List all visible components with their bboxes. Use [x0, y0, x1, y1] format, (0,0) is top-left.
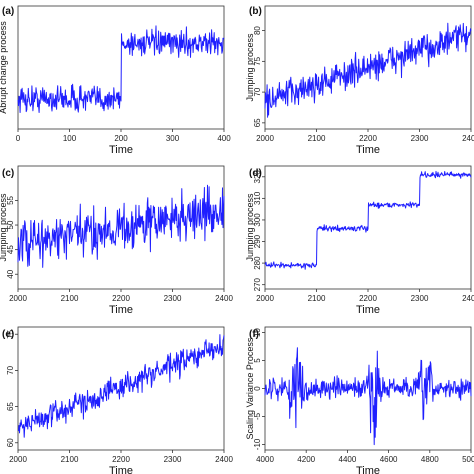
y-axis-label: Abrupt change process — [0, 21, 8, 114]
y-tick-label: 80 — [253, 26, 262, 35]
y-axis-label: Jumping process — [245, 33, 255, 102]
y-tick-label: 60 — [6, 438, 15, 447]
x-tick-label: 0 — [16, 134, 21, 143]
y-tick-label: 75 — [253, 56, 262, 65]
x-tick-label: 2400 — [462, 134, 474, 143]
x-tick-label: 2000 — [256, 294, 274, 303]
x-tick-label: 2200 — [112, 294, 130, 303]
x-tick-label: 2400 — [462, 294, 474, 303]
x-axis-label: Time — [109, 304, 133, 316]
y-tick-label: 5 — [253, 358, 262, 363]
x-tick-label: 2200 — [359, 134, 377, 143]
y-tick-label: 320 — [253, 170, 262, 184]
x-axis-label: Time — [356, 304, 380, 316]
x-tick-label: 2400 — [215, 294, 233, 303]
y-tick-label: 65 — [253, 118, 262, 127]
panel-label: (e) — [2, 329, 14, 340]
x-tick-label: 2100 — [61, 294, 79, 303]
x-tick-label: 300 — [166, 134, 180, 143]
y-tick-label: 70 — [6, 365, 15, 374]
x-axis-label: Time — [109, 465, 133, 474]
chart-panel-2: 2000 2100 2200 2300 2400 65 70 75 80 Time Jumping … — [245, 5, 474, 156]
series-line — [17, 334, 225, 438]
y-axis-label: Jumping process — [245, 193, 255, 262]
y-axis-label: Jumping process — [0, 193, 8, 262]
y-tick-label: 65 — [6, 402, 15, 411]
y-tick-label: 70 — [253, 87, 262, 96]
series-line — [17, 184, 225, 268]
x-tick-label: 2400 — [215, 455, 233, 464]
x-tick-label: 2200 — [112, 455, 130, 464]
x-tick-label: 2200 — [359, 294, 377, 303]
y-tick-label: 50 — [6, 220, 15, 229]
x-tick-label: 2000 — [9, 294, 27, 303]
y-tick-label: 40 — [6, 269, 15, 278]
chart-panel-1: 0 100 200 300 400 Time Abrupt change process (a… — [0, 5, 231, 156]
x-tick-label: 2300 — [164, 294, 182, 303]
series-line — [264, 347, 472, 446]
series-line — [17, 25, 225, 113]
x-tick-label: 4400 — [339, 455, 357, 464]
x-tick-label: 2000 — [9, 455, 27, 464]
y-tick-label: 310 — [253, 191, 262, 205]
y-tick-label: 290 — [253, 234, 262, 248]
x-tick-label: 2300 — [164, 455, 182, 464]
x-axis-label: Time — [356, 465, 380, 474]
y-tick-label: 300 — [253, 213, 262, 227]
x-tick-label: 100 — [63, 134, 77, 143]
x-tick-label: 2100 — [61, 455, 79, 464]
series-line — [264, 22, 472, 118]
panel-label: (f) — [249, 329, 259, 340]
panel-label: (b) — [249, 6, 262, 17]
chart-panel-4: 2000 2100 2200 2300 2400 270 280 290 300 310 320 Ti… — [245, 165, 474, 316]
x-tick-label: 5000 — [462, 455, 474, 464]
panel-label: (d) — [249, 168, 262, 179]
chart-panel-3: 2000 2100 2200 2300 2400 40 45 50 55 Time Jumping … — [0, 165, 233, 316]
y-tick-label: 75 — [6, 329, 15, 338]
x-tick-label: 4000 — [256, 455, 274, 464]
x-tick-label: 4200 — [297, 455, 315, 464]
x-tick-label: 2100 — [308, 134, 326, 143]
y-tick-label: 0 — [253, 386, 262, 391]
x-tick-label: 200 — [114, 134, 128, 143]
panel-label: (c) — [2, 168, 14, 179]
x-tick-label: 2300 — [411, 294, 429, 303]
y-tick-label: -5 — [253, 412, 262, 420]
y-tick-label: 45 — [6, 245, 15, 254]
y-tick-label: 270 — [253, 277, 262, 291]
x-tick-label: 2300 — [411, 134, 429, 143]
x-axis-label: Time — [109, 144, 133, 156]
x-tick-label: 400 — [217, 134, 231, 143]
y-tick-label: -10 — [253, 438, 262, 450]
x-tick-label: 4800 — [421, 455, 439, 464]
x-tick-label: 2100 — [308, 294, 326, 303]
y-tick-label: 280 — [253, 256, 262, 270]
panel-label: (a) — [2, 6, 14, 17]
series-line — [264, 170, 472, 270]
x-tick-label: 4600 — [380, 455, 398, 464]
chart-panel-6: 4000 4200 4400 4600 4800 5000 -10 -5 0 5 10 Time Sca… — [245, 326, 474, 474]
x-axis-label: Time — [356, 144, 380, 156]
y-tick-label: 10 — [253, 328, 262, 337]
y-axis-label: Scaling Variance Process — [245, 337, 255, 439]
y-tick-label: 55 — [6, 195, 15, 204]
chart-panel-5: 2000 2100 2200 2300 2400 60 65 70 75 Time (e) — [2, 326, 233, 474]
x-tick-label: 2000 — [256, 134, 274, 143]
